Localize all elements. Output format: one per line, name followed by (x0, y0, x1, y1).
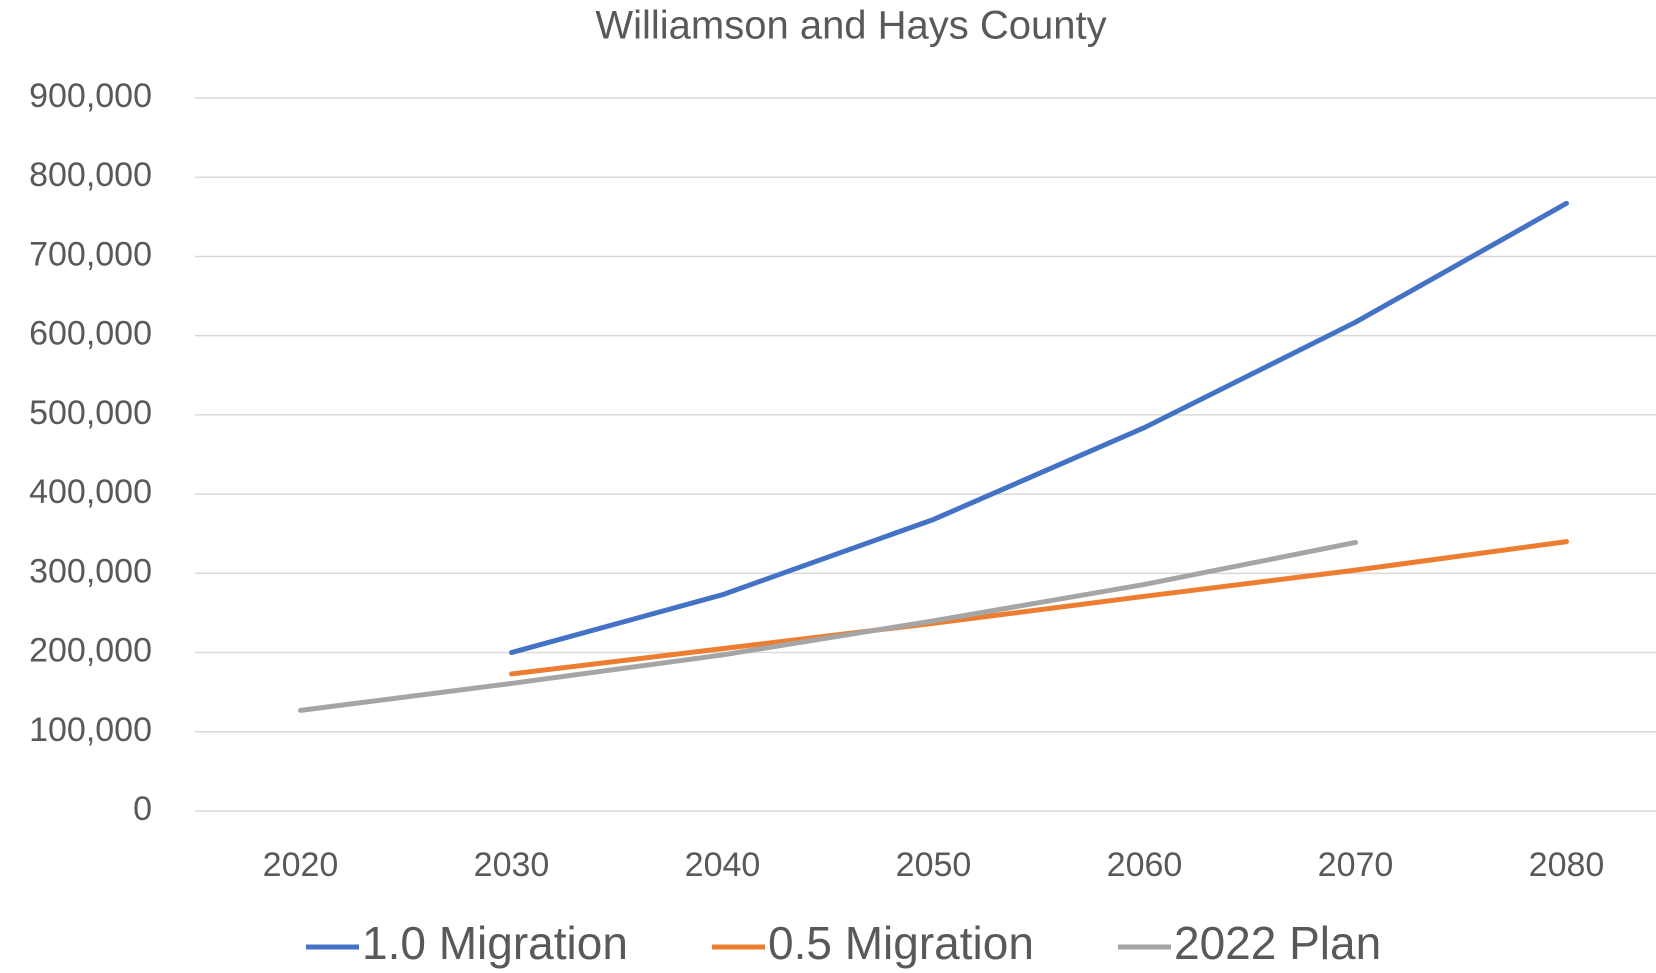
y-tick-label: 0 (133, 790, 152, 828)
legend-label: 1.0 Migration (362, 917, 628, 969)
legend-label: 2022 Plan (1174, 917, 1381, 969)
x-tick-label: 2030 (474, 846, 550, 884)
series-line (298, 539, 1358, 713)
y-tick-label: 800,000 (29, 156, 152, 194)
y-tick-label: 400,000 (29, 473, 152, 511)
series-line (509, 200, 1569, 656)
y-tick-label: 300,000 (29, 552, 152, 590)
x-tick-label: 2060 (1107, 846, 1183, 884)
legend-label: 0.5 Migration (768, 917, 1034, 969)
x-tick-label: 2070 (1318, 846, 1394, 884)
x-tick-label: 2080 (1529, 846, 1605, 884)
y-tick-label: 100,000 (29, 711, 152, 749)
x-tick-label: 2020 (263, 846, 339, 884)
y-tick-label: 700,000 (29, 235, 152, 273)
chart-title: Williamson and Hays County (595, 4, 1106, 48)
y-tick-label: 600,000 (29, 315, 152, 353)
x-tick-label: 2040 (685, 846, 761, 884)
series-line (509, 539, 1569, 677)
y-tick-label: 500,000 (29, 394, 152, 432)
y-tick-label: 900,000 (29, 77, 152, 115)
x-tick-label: 2050 (896, 846, 972, 884)
y-tick-label: 200,000 (29, 632, 152, 670)
